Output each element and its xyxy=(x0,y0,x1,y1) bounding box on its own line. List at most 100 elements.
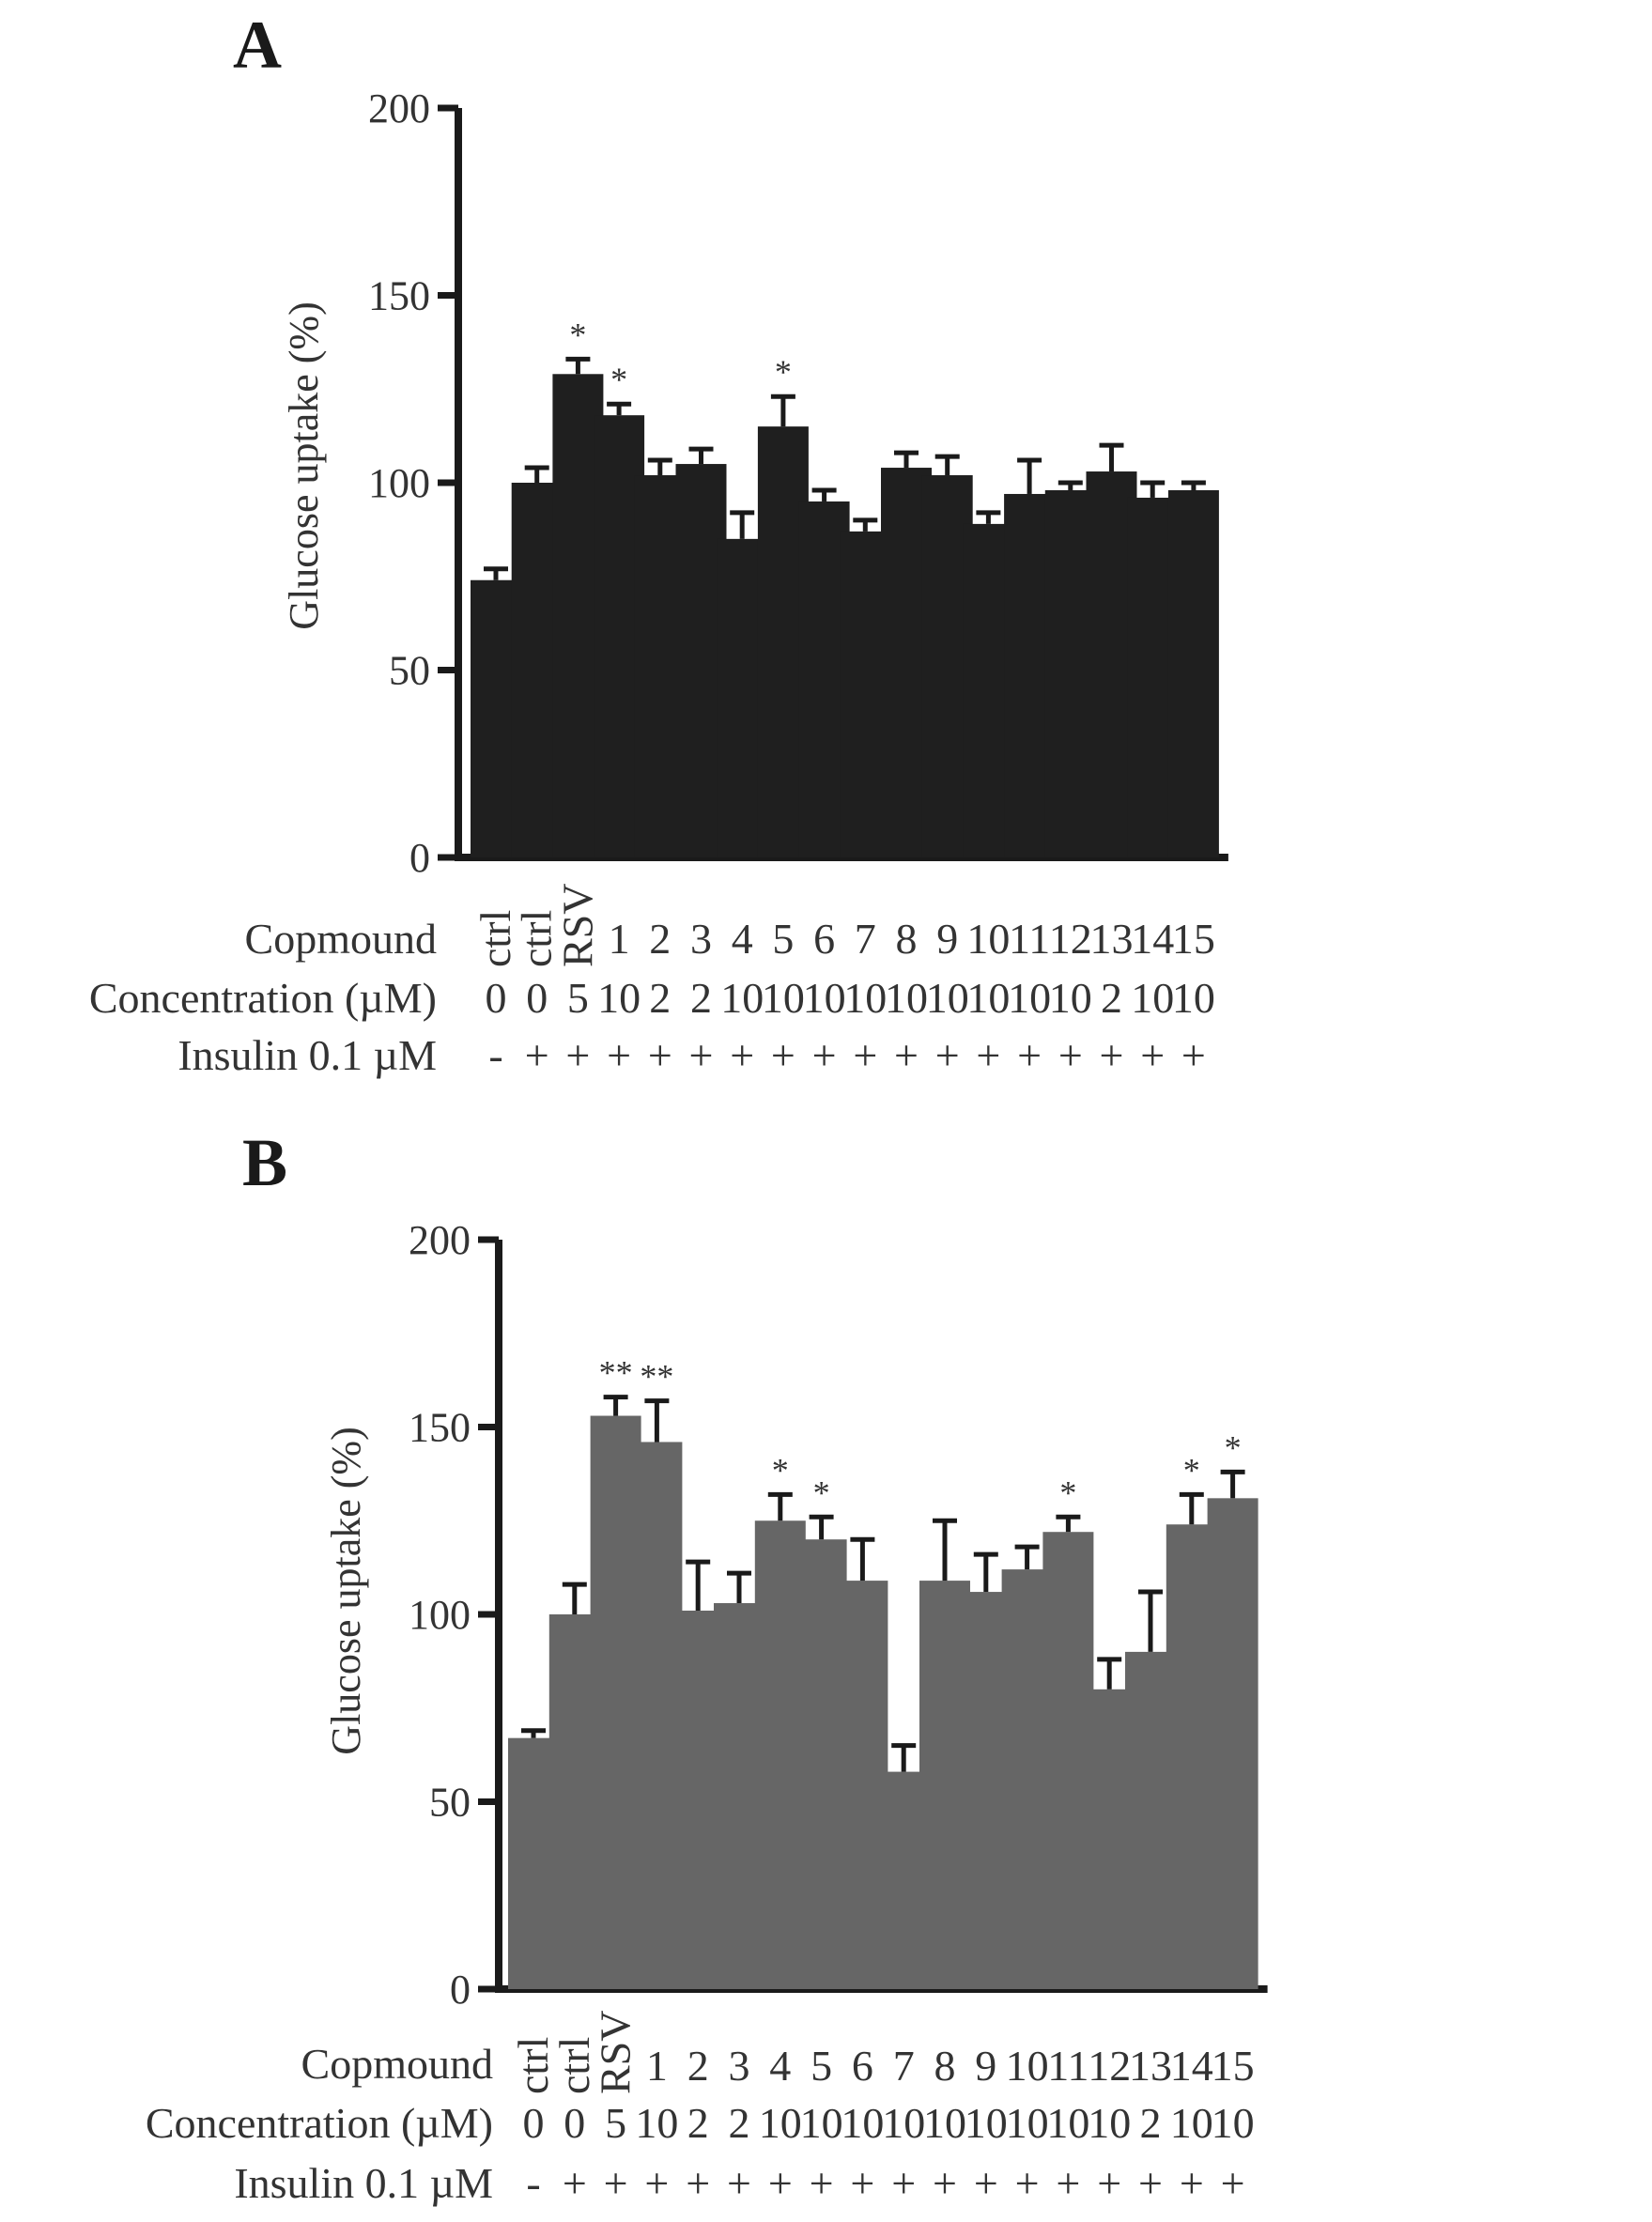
x-tick-label: 2 xyxy=(687,2042,709,2090)
concentration-value: 2 xyxy=(1140,2099,1162,2147)
y-tick-label: 200 xyxy=(409,1217,471,1263)
concentration-value: 2 xyxy=(687,2099,709,2147)
x-tick-label: 15 xyxy=(1212,2042,1255,2090)
x-tick-label: 1 xyxy=(646,2042,668,2090)
insulin-value: + xyxy=(812,1031,837,1079)
insulin-value: + xyxy=(891,2159,916,2207)
insulin-value: + xyxy=(1221,2159,1245,2207)
insulin-value: + xyxy=(1100,1031,1124,1079)
x-tick-label: 8 xyxy=(934,2042,956,2090)
significance-mark: * xyxy=(772,1451,789,1489)
x-tick-label: 11 xyxy=(1009,915,1050,963)
significance-mark: * xyxy=(775,353,792,391)
insulin-row-label: Insulin 0.1 µM xyxy=(234,2159,493,2207)
bars xyxy=(508,1415,1258,1989)
x-tick-label: 7 xyxy=(893,2042,915,2090)
significance-mark: * xyxy=(813,1474,830,1511)
concentration-value: 2 xyxy=(729,2099,750,2147)
bars xyxy=(471,374,1219,857)
x-tick-label: ctrl xyxy=(471,910,519,967)
x-tick-label: 10 xyxy=(966,915,1010,963)
y-tick-label: 150 xyxy=(409,1405,471,1451)
x-tick-label: 4 xyxy=(732,915,753,963)
y-tick-label: 0 xyxy=(450,1967,471,2013)
compound-row-label: Copmound xyxy=(301,2040,493,2088)
bar xyxy=(1207,1498,1258,1989)
x-tick-label: 9 xyxy=(936,915,958,963)
y-axis-label: Glucose uptake (%) xyxy=(323,1427,369,1754)
insulin-value: + xyxy=(1058,1031,1083,1079)
concentration-value: 0 xyxy=(486,974,507,1022)
insulin-value: + xyxy=(689,1031,714,1079)
concentration-value: 10 xyxy=(720,974,764,1022)
insulin-value: + xyxy=(525,1031,549,1079)
significance-mark: ** xyxy=(599,1354,633,1392)
insulin-value: + xyxy=(974,2159,998,2207)
insulin-values: - + + + + + + + + + + + + + + + + + xyxy=(526,2159,1244,2207)
insulin-value: - xyxy=(526,2159,540,2207)
concentration-value: 10 xyxy=(759,2099,802,2147)
concentration-value: 0 xyxy=(526,974,548,1022)
concentration-value: 10 xyxy=(1212,2099,1255,2147)
insulin-value: + xyxy=(850,2159,874,2207)
x-tick-label: 3 xyxy=(690,915,712,963)
insulin-value: + xyxy=(604,2159,628,2207)
concentration-value: 10 xyxy=(1131,974,1174,1022)
concentration-value: 10 xyxy=(1172,974,1215,1022)
x-tick-label: 13 xyxy=(1090,915,1134,963)
insulin-value: + xyxy=(1140,1031,1165,1079)
insulin-value: + xyxy=(607,1031,631,1079)
insulin-value: + xyxy=(768,2159,793,2207)
concentration-value: 10 xyxy=(1046,2099,1089,2147)
x-tick-label: 2 xyxy=(649,915,671,963)
x-tick-label: 13 xyxy=(1129,2042,1172,2090)
significance-marks: * * * xyxy=(569,316,792,398)
concentration-value: 10 xyxy=(965,2099,1008,2147)
concentration-value: 10 xyxy=(635,2099,678,2147)
x-tick-label: 9 xyxy=(975,2042,996,2090)
concentration-value: 10 xyxy=(597,974,641,1022)
x-tick-label: 4 xyxy=(769,2042,791,2090)
x-tick-label: 6 xyxy=(852,2042,873,2090)
concentration-value: 10 xyxy=(762,974,805,1022)
concentration-value: 0 xyxy=(564,2099,585,2147)
insulin-value: + xyxy=(1181,1031,1206,1079)
significance-mark: * xyxy=(1059,1474,1076,1511)
insulin-value: + xyxy=(648,1031,672,1079)
y-tick-label: 50 xyxy=(429,1780,471,1826)
insulin-value: - xyxy=(488,1031,502,1079)
concentration-row-label: Concentration (µM) xyxy=(146,2099,493,2147)
y-tick-label: 50 xyxy=(389,648,430,694)
x-tick-label: RSV xyxy=(553,884,601,967)
significance-mark: ** xyxy=(640,1358,673,1396)
x-tick-label: 11 xyxy=(1047,2042,1088,2090)
insulin-value: + xyxy=(810,2159,834,2207)
concentration-value: 2 xyxy=(649,974,671,1022)
x-tick-label: ctrl xyxy=(550,2037,598,2094)
insulin-value: + xyxy=(686,2159,710,2207)
concentration-value: 5 xyxy=(605,2099,626,2147)
insulin-value: + xyxy=(1017,1031,1042,1079)
x-tick-label: 12 xyxy=(1088,2042,1131,2090)
x-tick-label: RSV xyxy=(592,2011,640,2094)
insulin-value: + xyxy=(853,1031,877,1079)
error-bars xyxy=(484,356,1206,580)
concentration-value: 2 xyxy=(690,974,712,1022)
x-tick-label: ctrl xyxy=(509,2037,557,2094)
y-tick-label: 100 xyxy=(409,1592,471,1638)
concentration-value: 10 xyxy=(966,974,1010,1022)
x-tick-label: 3 xyxy=(729,2042,750,2090)
insulin-value: + xyxy=(727,2159,751,2207)
concentration-value: 2 xyxy=(1101,974,1122,1022)
concentration-value: 10 xyxy=(926,974,969,1022)
concentration-value: 10 xyxy=(1088,2099,1131,2147)
y-tick-label: 0 xyxy=(409,835,430,881)
insulin-value: + xyxy=(730,1031,754,1079)
insulin-value: + xyxy=(1056,2159,1080,2207)
insulin-value: + xyxy=(644,2159,669,2207)
concentration-row-label: Concentration (µM) xyxy=(89,974,437,1022)
bar xyxy=(1167,489,1219,857)
